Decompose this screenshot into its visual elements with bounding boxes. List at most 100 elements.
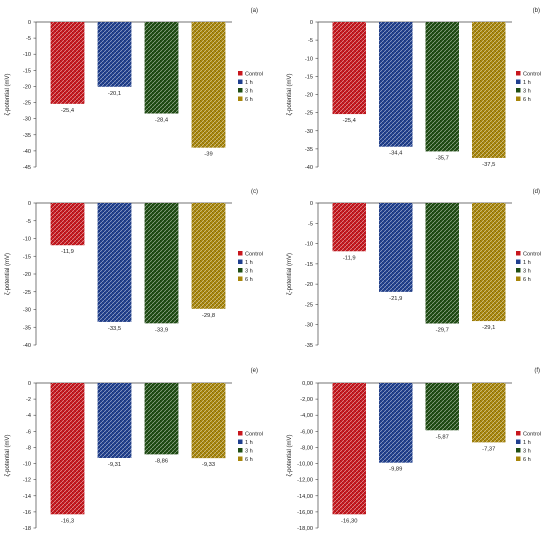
y-tick-label: -2,00: [300, 397, 313, 403]
bar-value-label: -34,4: [389, 151, 403, 157]
y-tick-label: -2: [26, 397, 31, 403]
legend-label: 6 h: [523, 97, 531, 103]
legend-swatch: [516, 448, 521, 453]
bar-control: [50, 383, 85, 515]
bar-3h: [144, 203, 179, 324]
legend-swatch: [238, 259, 243, 264]
bar-1h: [97, 203, 132, 322]
y-tick-label: -10,00: [297, 462, 313, 468]
legend-swatch: [238, 456, 243, 461]
panel-label: (b): [533, 8, 540, 14]
chart-panel-a: (a) 0 -5 -10 -15 -20 -25 -30 -35 -40 -45 ζ-potentia…: [5, 8, 263, 171]
y-axis-title: ζ-potential (mV): [5, 74, 11, 116]
y-axis-title: ζ-potential (mV): [287, 74, 293, 116]
legend-swatch: [516, 439, 521, 444]
legend-label: Control: [245, 432, 263, 438]
panel-label: (d): [533, 189, 540, 195]
y-tick-label: -4,00: [300, 413, 313, 419]
y-tick-label: -16,00: [297, 510, 313, 516]
chart-panel-b: (b) 0 -5 -10 -15 -20 -25 -30 -35 -40 ζ-potential (…: [287, 8, 541, 171]
bar-value-label: -11,9: [61, 249, 74, 255]
y-tick-label: -30: [23, 117, 31, 123]
panel-label: (f): [534, 368, 540, 374]
y-tick-label: -40: [305, 165, 313, 171]
bar-1h: [97, 383, 132, 458]
y-tick-label: -16: [23, 510, 31, 516]
legend-swatch: [516, 276, 521, 281]
legend-swatch: [238, 439, 243, 444]
y-tick-label: -5: [26, 219, 31, 225]
bar-1h: [97, 22, 132, 87]
chart-panel-c: (c) 0 -5 -10 -15 -20 -25 -30 -35 -40 ζ-potential (…: [5, 189, 263, 349]
bar-value-label: -21,9: [389, 296, 402, 302]
legend-label: Control: [523, 432, 541, 438]
y-tick-label: 0: [310, 20, 313, 26]
y-tick-label: -10: [23, 52, 31, 58]
y-tick-label: 0: [28, 381, 31, 387]
y-tick-label: -20: [305, 93, 313, 99]
bar-3h: [144, 22, 179, 114]
y-tick-label: -15: [305, 74, 313, 80]
y-tick-label: -4: [26, 413, 31, 419]
legend-swatch: [238, 268, 243, 273]
bar-value-label: -9,31: [108, 462, 121, 468]
bar-6h: [191, 203, 226, 309]
legend-label: 1 h: [245, 260, 253, 266]
legend-label: 1 h: [523, 440, 531, 446]
legend-label: Control: [523, 252, 541, 258]
legend-swatch: [516, 88, 521, 93]
bar-1h: [379, 383, 413, 463]
y-tick-label: -15: [305, 262, 313, 268]
legend-label: Control: [245, 252, 263, 258]
y-tick-label: -12: [23, 478, 31, 484]
y-tick-label: -30: [305, 129, 313, 135]
bar-3h: [425, 203, 459, 324]
legend-label: Control: [523, 72, 541, 78]
y-tick-label: -20: [23, 84, 31, 90]
legend-swatch: [516, 268, 521, 273]
bar-3h: [425, 383, 459, 431]
legend-label: 6 h: [245, 97, 253, 103]
panel-label: (a): [251, 8, 258, 14]
bar-value-label: -16,30: [341, 518, 357, 524]
y-tick-label: 0: [310, 201, 313, 207]
bar-value-label: -33,5: [108, 326, 121, 332]
legend-swatch: [238, 431, 243, 436]
bar-value-label: -9,89: [389, 467, 402, 473]
y-tick-label: -25: [305, 302, 313, 308]
legend-label: 3 h: [245, 269, 253, 275]
bar-3h: [144, 383, 179, 455]
y-tick-label: -45: [23, 165, 31, 171]
bar-control: [332, 203, 366, 252]
bar-value-label: -9,33: [202, 462, 215, 468]
y-tick-label: -6,00: [300, 429, 313, 435]
legend-label: 1 h: [523, 80, 531, 86]
legend-swatch: [516, 251, 521, 256]
bar-value-label: -39: [204, 152, 212, 158]
legend-label: 6 h: [245, 457, 253, 463]
y-tick-label: 0: [28, 20, 31, 26]
y-tick-label: -10: [305, 242, 313, 248]
bar-6h: [191, 383, 226, 459]
y-tick-label: -5: [26, 36, 31, 42]
panel-label: (e): [251, 368, 258, 374]
y-tick-label: -8: [26, 445, 31, 451]
y-tick-label: 0,00: [302, 381, 313, 387]
chart-panel-f: (f) 0,00 -2,00 -4,00 -6,00 -8,00 -10,00 -12,00 -…: [287, 368, 541, 532]
y-axis-title: ζ-potential (mV): [5, 435, 11, 477]
y-tick-label: -25: [305, 111, 313, 117]
y-tick-label: -25: [23, 101, 31, 107]
bar-1h: [379, 22, 413, 147]
legend-swatch: [238, 88, 243, 93]
bar-value-label: -29,1: [482, 325, 495, 331]
y-tick-label: -25: [23, 290, 31, 296]
bar-6h: [472, 22, 506, 158]
bar-value-label: -25,4: [343, 118, 357, 124]
y-tick-label: -6: [26, 429, 31, 435]
y-tick-label: -10: [23, 237, 31, 243]
y-tick-label: -15: [23, 254, 31, 260]
legend-swatch: [516, 431, 521, 436]
y-tick-label: -18: [23, 526, 31, 532]
